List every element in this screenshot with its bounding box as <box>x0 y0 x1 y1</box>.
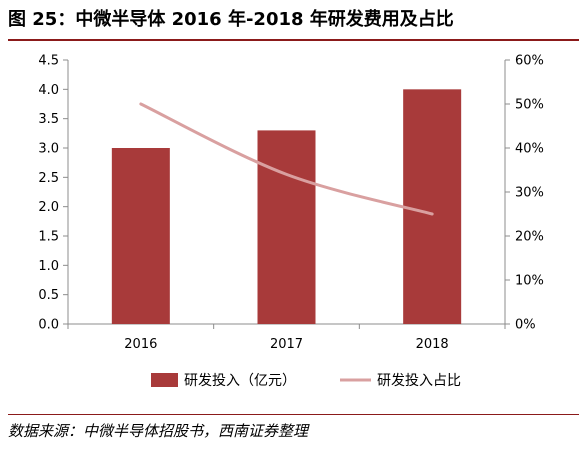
y-left-tick-label: 0.5 <box>38 288 59 303</box>
legend-swatch-bar <box>151 373 178 387</box>
title-divider <box>8 39 579 41</box>
combo-chart: 0.0 0.5 1.0 1.5 2.0 2.5 3.0 3.5 4.0 4.5 0% 10% 20% 30… <box>38 54 544 390</box>
y-left-tick-label: 3.0 <box>38 142 59 157</box>
legend-label-bar: 研发投入（亿元） <box>184 373 296 389</box>
y-left-tick-label: 4.5 <box>38 54 59 69</box>
y-right-tick-label: 20% <box>515 230 544 245</box>
y-right-tick-label: 10% <box>515 274 544 289</box>
y-right-tick-label: 0% <box>515 318 536 333</box>
source-note: 数据来源：中微半导体招股书，西南证券整理 <box>8 422 309 440</box>
y-left-tick-label: 0.0 <box>38 318 59 333</box>
y-right-tick-label: 40% <box>515 142 544 157</box>
y-right-tick-label: 30% <box>515 186 544 201</box>
y-left-tick-label: 1.5 <box>38 230 59 245</box>
source-divider <box>8 414 579 415</box>
y-left-tick-label: 2.5 <box>38 171 59 186</box>
y-left-tick-label: 4.0 <box>38 83 59 98</box>
x-category-label: 2018 <box>416 337 449 352</box>
bar <box>403 89 462 324</box>
y-right-tick-label: 60% <box>515 54 544 69</box>
y-left-tick-label: 2.0 <box>38 200 59 215</box>
y-right-tick-label: 50% <box>515 98 544 113</box>
bar <box>111 148 170 324</box>
x-category-label: 2016 <box>124 337 157 352</box>
legend-label-line: 研发投入占比 <box>377 373 461 389</box>
bar <box>257 130 316 324</box>
y-left-tick-label: 3.5 <box>38 112 59 127</box>
figure-title: 图 25：中微半导体 2016 年-2018 年研发费用及占比 <box>8 9 454 30</box>
x-category-label: 2017 <box>270 337 303 352</box>
y-left-tick-label: 1.0 <box>38 259 59 274</box>
